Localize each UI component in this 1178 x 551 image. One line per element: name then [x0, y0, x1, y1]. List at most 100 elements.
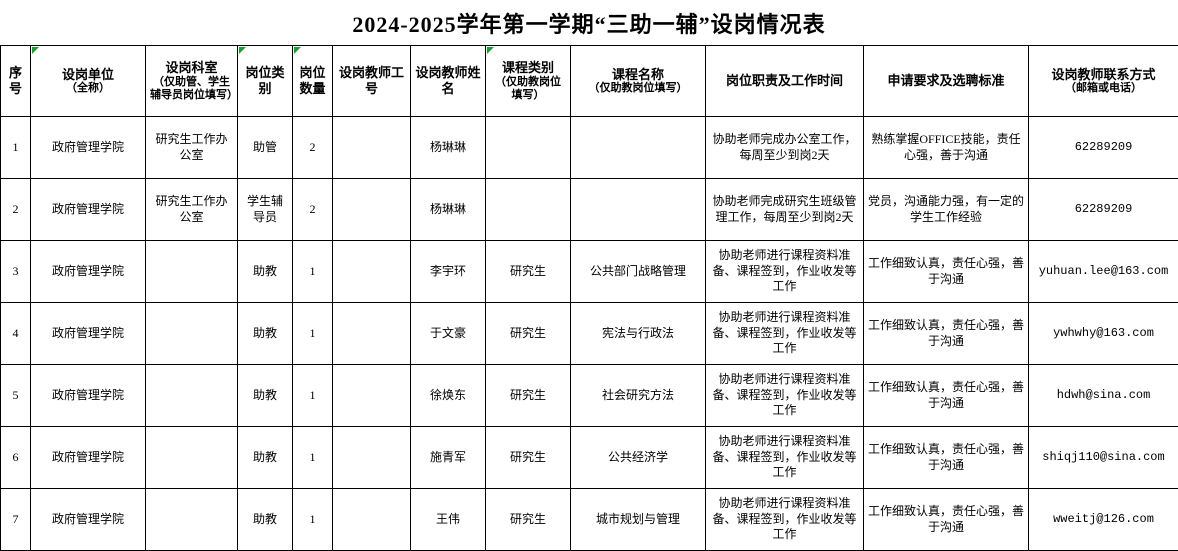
position-table: 序号 设岗单位 （全称） 设岗科室 （仅助管、学生辅导员岗位填写） 岗位类别 岗位数量 设岗教… [0, 45, 1178, 551]
col-header-post_type: 岗位类别 [237, 45, 293, 117]
cell-post_count: 2 [292, 116, 333, 179]
cell-course_type: 研究生 [485, 426, 571, 489]
page-title: 2024-2025学年第一学期“三助一辅”设岗情况表 [352, 11, 826, 37]
cell-unit: 政府管理学院 [30, 302, 146, 365]
cell-course_type: 研究生 [485, 240, 571, 303]
cell-unit: 政府管理学院 [30, 364, 146, 427]
col-header-contact: 设岗教师联系方式 （邮箱或电话） [1028, 45, 1178, 117]
cell-idx: 3 [0, 240, 31, 303]
cell-teacher_name: 杨琳琳 [410, 178, 486, 241]
cell-office: 研究生工作办公室 [145, 116, 238, 179]
cell-unit: 政府管理学院 [30, 240, 146, 303]
cell-post_type: 学生辅导员 [237, 178, 293, 241]
cell-idx: 2 [0, 178, 31, 241]
cell-teacher_name: 于文豪 [410, 302, 486, 365]
table-row: 7 政府管理学院 助教 1 王伟 研究生 城市规划与管理 协助老师进行课程资料准备、课程签到，… [0, 488, 1178, 551]
cell-requirements: 党员，沟通能力强，有一定的学生工作经验 [863, 178, 1029, 241]
col-header-duties: 岗位职责及工作时间 [705, 45, 864, 117]
cell-office [145, 302, 238, 365]
cell-teacher_name: 王伟 [410, 488, 486, 551]
cell-teacher_id [332, 178, 411, 241]
excel-corner-marker-icon [487, 47, 494, 54]
cell-unit: 政府管理学院 [30, 178, 146, 241]
cell-post_type: 助管 [237, 116, 293, 179]
cell-office: 研究生工作办公室 [145, 178, 238, 241]
cell-post_type: 助教 [237, 426, 293, 489]
cell-requirements: 工作细致认真，责任心强，善于沟通 [863, 302, 1029, 365]
cell-post_type: 助教 [237, 364, 293, 427]
cell-unit: 政府管理学院 [30, 426, 146, 489]
cell-course_type [485, 178, 571, 241]
cell-post_count: 1 [292, 426, 333, 489]
cell-course_type: 研究生 [485, 364, 571, 427]
cell-course_name [570, 116, 706, 179]
col-header-requirements: 申请要求及选聘标准 [863, 45, 1029, 117]
cell-teacher_id [332, 240, 411, 303]
table-row: 2 政府管理学院 研究生工作办公室 学生辅导员 2 杨琳琳 协助老师完成研究生班级管理工作，… [0, 178, 1178, 241]
cell-course_name: 公共部门战略管理 [570, 240, 706, 303]
excel-corner-marker-icon [239, 47, 246, 54]
cell-course_name: 公共经济学 [570, 426, 706, 489]
cell-requirements: 工作细致认真，责任心强，善于沟通 [863, 488, 1029, 551]
col-header-label: 岗位数量 [299, 65, 326, 96]
cell-course_type: 研究生 [485, 302, 571, 365]
cell-requirements: 工作细致认真，责任心强，善于沟通 [863, 426, 1029, 489]
cell-teacher_id [332, 364, 411, 427]
cell-contact: shiqj110@sina.com [1028, 426, 1178, 489]
cell-teacher_name: 徐焕东 [410, 364, 486, 427]
col-header-unit: 设岗单位 （全称） [30, 45, 146, 117]
cell-contact: hdwh@sina.com [1028, 364, 1178, 427]
table-row: 4 政府管理学院 助教 1 于文豪 研究生 宪法与行政法 协助老师进行课程资料准备、课程签到，… [0, 302, 1178, 365]
col-header-label: 设岗单位 [61, 66, 114, 82]
col-header-label: 岗位职责及工作时间 [725, 73, 843, 89]
cell-post_count: 1 [292, 240, 333, 303]
cell-duties: 协助老师进行课程资料准备、课程签到，作业收发等工作 [705, 364, 864, 427]
cell-post_count: 2 [292, 178, 333, 241]
cell-unit: 政府管理学院 [30, 488, 146, 551]
cell-post_type: 助教 [237, 240, 293, 303]
cell-requirements: 工作细致认真，责任心强，善于沟通 [863, 364, 1029, 427]
cell-teacher_id [332, 488, 411, 551]
col-header-note: （邮箱或电话） [1065, 82, 1142, 95]
cell-course_type [485, 116, 571, 179]
cell-course_name: 社会研究方法 [570, 364, 706, 427]
cell-teacher_id [332, 426, 411, 489]
cell-post_count: 1 [292, 488, 333, 551]
cell-duties: 协助老师完成办公室工作，每周至少到岗2天 [705, 116, 864, 179]
cell-post_count: 1 [292, 364, 333, 427]
cell-course_type: 研究生 [485, 488, 571, 551]
cell-post_count: 1 [292, 302, 333, 365]
header-row: 序号 设岗单位 （全称） 设岗科室 （仅助管、学生辅导员岗位填写） 岗位类别 岗位数量 设岗教… [0, 45, 1178, 117]
cell-teacher_id [332, 302, 411, 365]
col-header-note: （仅助管、学生辅导员岗位填写） [150, 75, 238, 101]
cell-contact: wweitj@126.com [1028, 488, 1178, 551]
col-header-label: 课程名称 [611, 66, 664, 82]
cell-teacher_id [332, 116, 411, 179]
col-header-label: 课程类别 [501, 60, 554, 76]
table-row: 6 政府管理学院 助教 1 施青军 研究生 公共经济学 协助老师进行课程资料准备、课程签到，作… [0, 426, 1178, 489]
cell-idx: 6 [0, 426, 31, 489]
excel-corner-marker-icon [32, 47, 39, 54]
cell-teacher_name: 施青军 [410, 426, 486, 489]
cell-duties: 协助老师进行课程资料准备、课程签到，作业收发等工作 [705, 426, 864, 489]
cell-contact: yuhuan.lee@163.com [1028, 240, 1178, 303]
cell-teacher_name: 李宇环 [410, 240, 486, 303]
cell-office [145, 488, 238, 551]
col-header-label: 岗位类别 [245, 65, 285, 96]
col-header-label: 设岗科室 [165, 60, 218, 76]
col-header-label: 申请要求及选聘标准 [887, 73, 1005, 89]
table-body: 1 政府管理学院 研究生工作办公室 助管 2 杨琳琳 协助老师完成办公室工作，每周至少到岗2… [0, 116, 1178, 551]
cell-duties: 协助老师进行课程资料准备、课程签到，作业收发等工作 [705, 488, 864, 551]
table-row: 1 政府管理学院 研究生工作办公室 助管 2 杨琳琳 协助老师完成办公室工作，每周至少到岗2… [0, 116, 1178, 179]
col-header-course_type: 课程类别 （仅助教岗位填写） [485, 45, 571, 117]
col-header-label: 设岗教师联系方式 [1051, 66, 1156, 82]
cell-idx: 5 [0, 364, 31, 427]
cell-duties: 协助老师进行课程资料准备、课程签到，作业收发等工作 [705, 240, 864, 303]
cell-post_type: 助教 [237, 302, 293, 365]
cell-office [145, 426, 238, 489]
cell-contact: 62289209 [1028, 116, 1178, 179]
cell-unit: 政府管理学院 [30, 116, 146, 179]
col-header-note: （仅助教岗位填写） [588, 82, 688, 95]
cell-post_type: 助教 [237, 488, 293, 551]
col-header-note: （全称） [66, 82, 110, 95]
